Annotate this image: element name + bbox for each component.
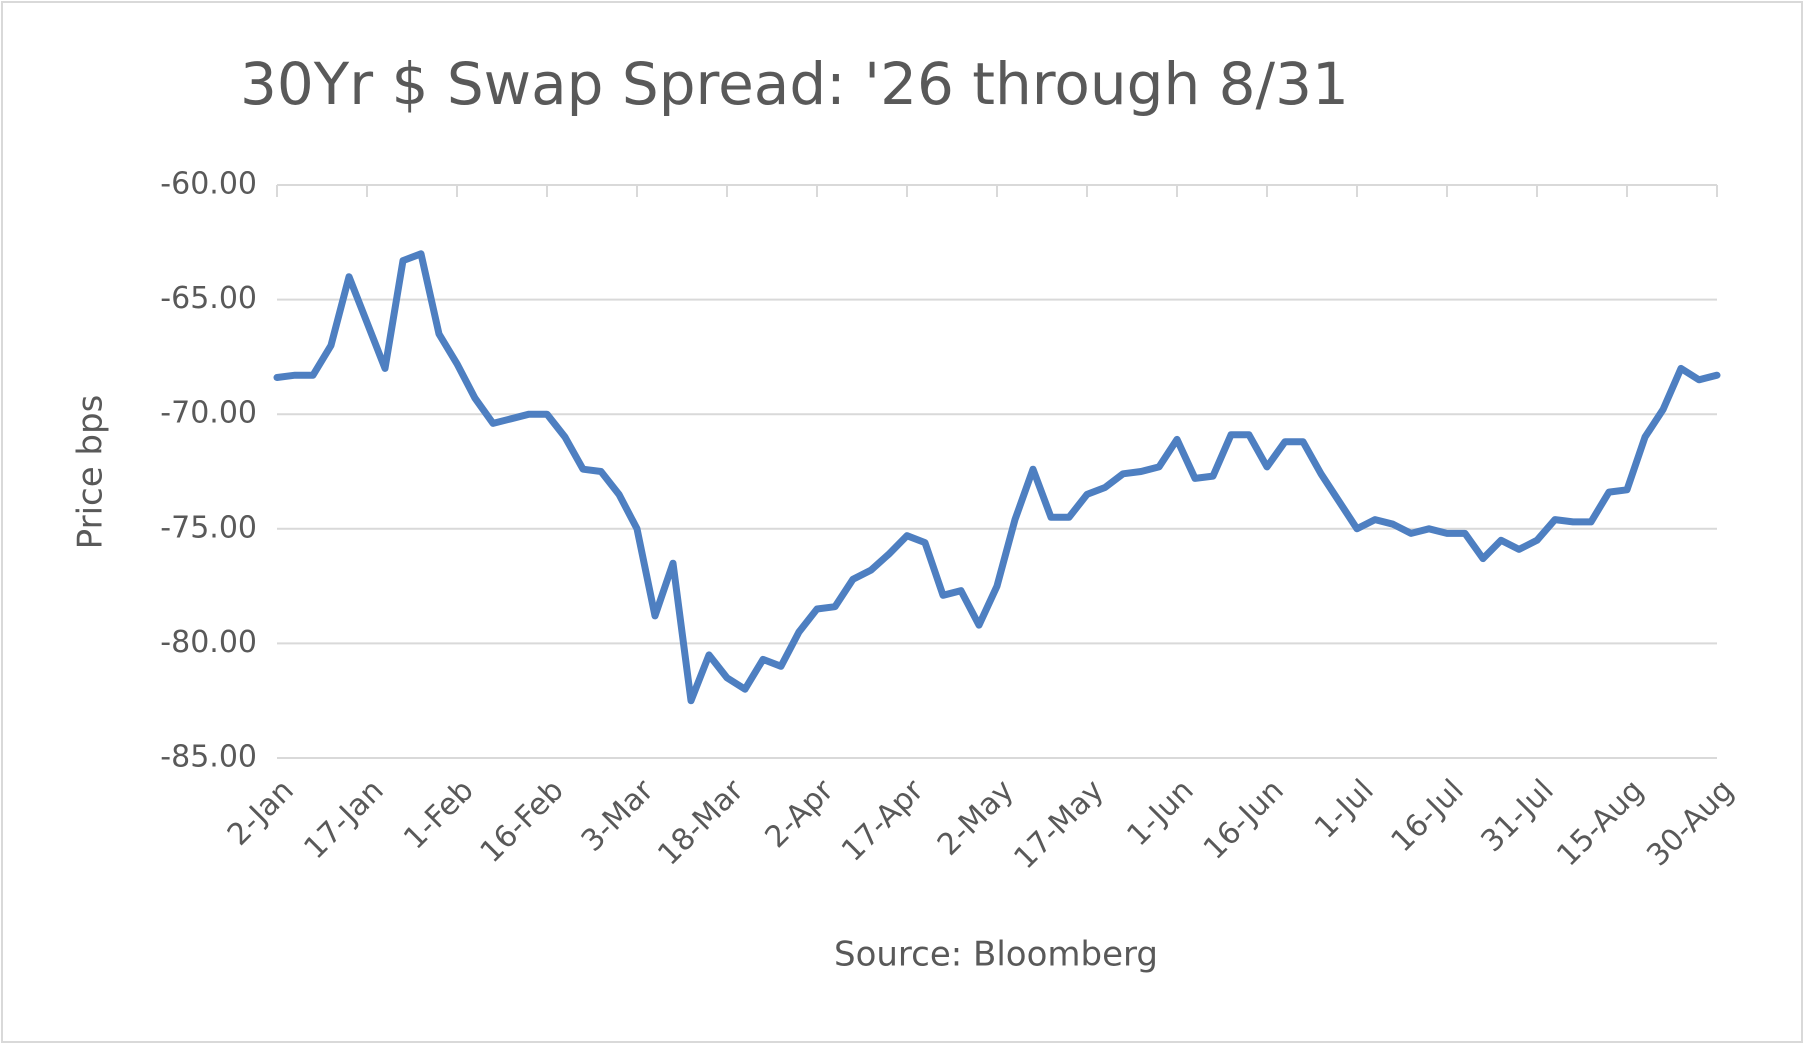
y-axis-title: Price bps: [71, 395, 111, 550]
y-tick-label: -85.00: [160, 740, 257, 775]
y-tick-label: -80.00: [160, 625, 257, 660]
y-tick-label: -60.00: [160, 167, 257, 202]
y-tick-label: -70.00: [160, 396, 257, 431]
y-tick-label: -75.00: [160, 510, 257, 545]
y-tick-label: -65.00: [160, 281, 257, 316]
x-axis-title: Source: Bloomberg: [834, 935, 1158, 975]
chart-title: 30Yr $ Swap Spread: '26 through 8/31: [240, 50, 1349, 118]
data-line: [273, 250, 1721, 705]
